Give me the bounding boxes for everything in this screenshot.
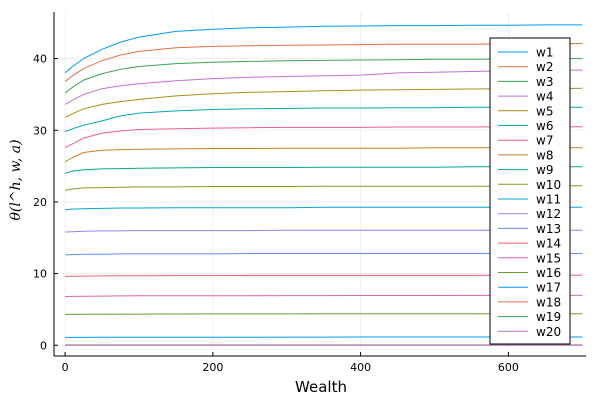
- y-tick-label: 40: [33, 53, 47, 66]
- x-tick-label: 600: [498, 361, 519, 374]
- legend-label-w9: w9: [536, 163, 553, 177]
- legend-label-w17: w17: [536, 281, 561, 295]
- legend-label-w14: w14: [536, 237, 561, 251]
- legend: w1w2w3w4w5w6w7w8w9w10w11w12w13w14w15w16w…: [490, 38, 570, 344]
- legend-label-w11: w11: [536, 193, 561, 207]
- legend-label-w8: w8: [536, 148, 553, 162]
- legend-label-w1: w1: [536, 46, 553, 60]
- legend-label-w6: w6: [536, 119, 553, 133]
- legend-label-w7: w7: [536, 134, 553, 148]
- legend-label-w2: w2: [536, 60, 553, 74]
- y-tick-label: 0: [40, 339, 47, 352]
- legend-label-w12: w12: [536, 207, 561, 221]
- y-tick-label: 10: [33, 268, 47, 281]
- legend-label-w13: w13: [536, 222, 561, 236]
- x-tick-label: 200: [202, 361, 223, 374]
- legend-label-w18: w18: [536, 295, 561, 309]
- legend-label-w15: w15: [536, 251, 561, 265]
- legend-label-w20: w20: [536, 325, 561, 339]
- legend-label-w4: w4: [536, 90, 553, 104]
- legend-label-w3: w3: [536, 75, 553, 89]
- legend-label-w5: w5: [536, 104, 553, 118]
- x-tick-label: 400: [350, 361, 371, 374]
- legend-label-w19: w19: [536, 310, 561, 324]
- y-tick-label: 20: [33, 196, 47, 209]
- legend-label-w16: w16: [536, 266, 561, 280]
- y-axis-title: θ(l^h, w, a): [8, 139, 24, 220]
- x-tick-label: 0: [62, 361, 69, 374]
- x-axis-title: Wealth: [295, 378, 347, 396]
- y-tick-label: 30: [33, 124, 47, 137]
- legend-label-w10: w10: [536, 178, 561, 192]
